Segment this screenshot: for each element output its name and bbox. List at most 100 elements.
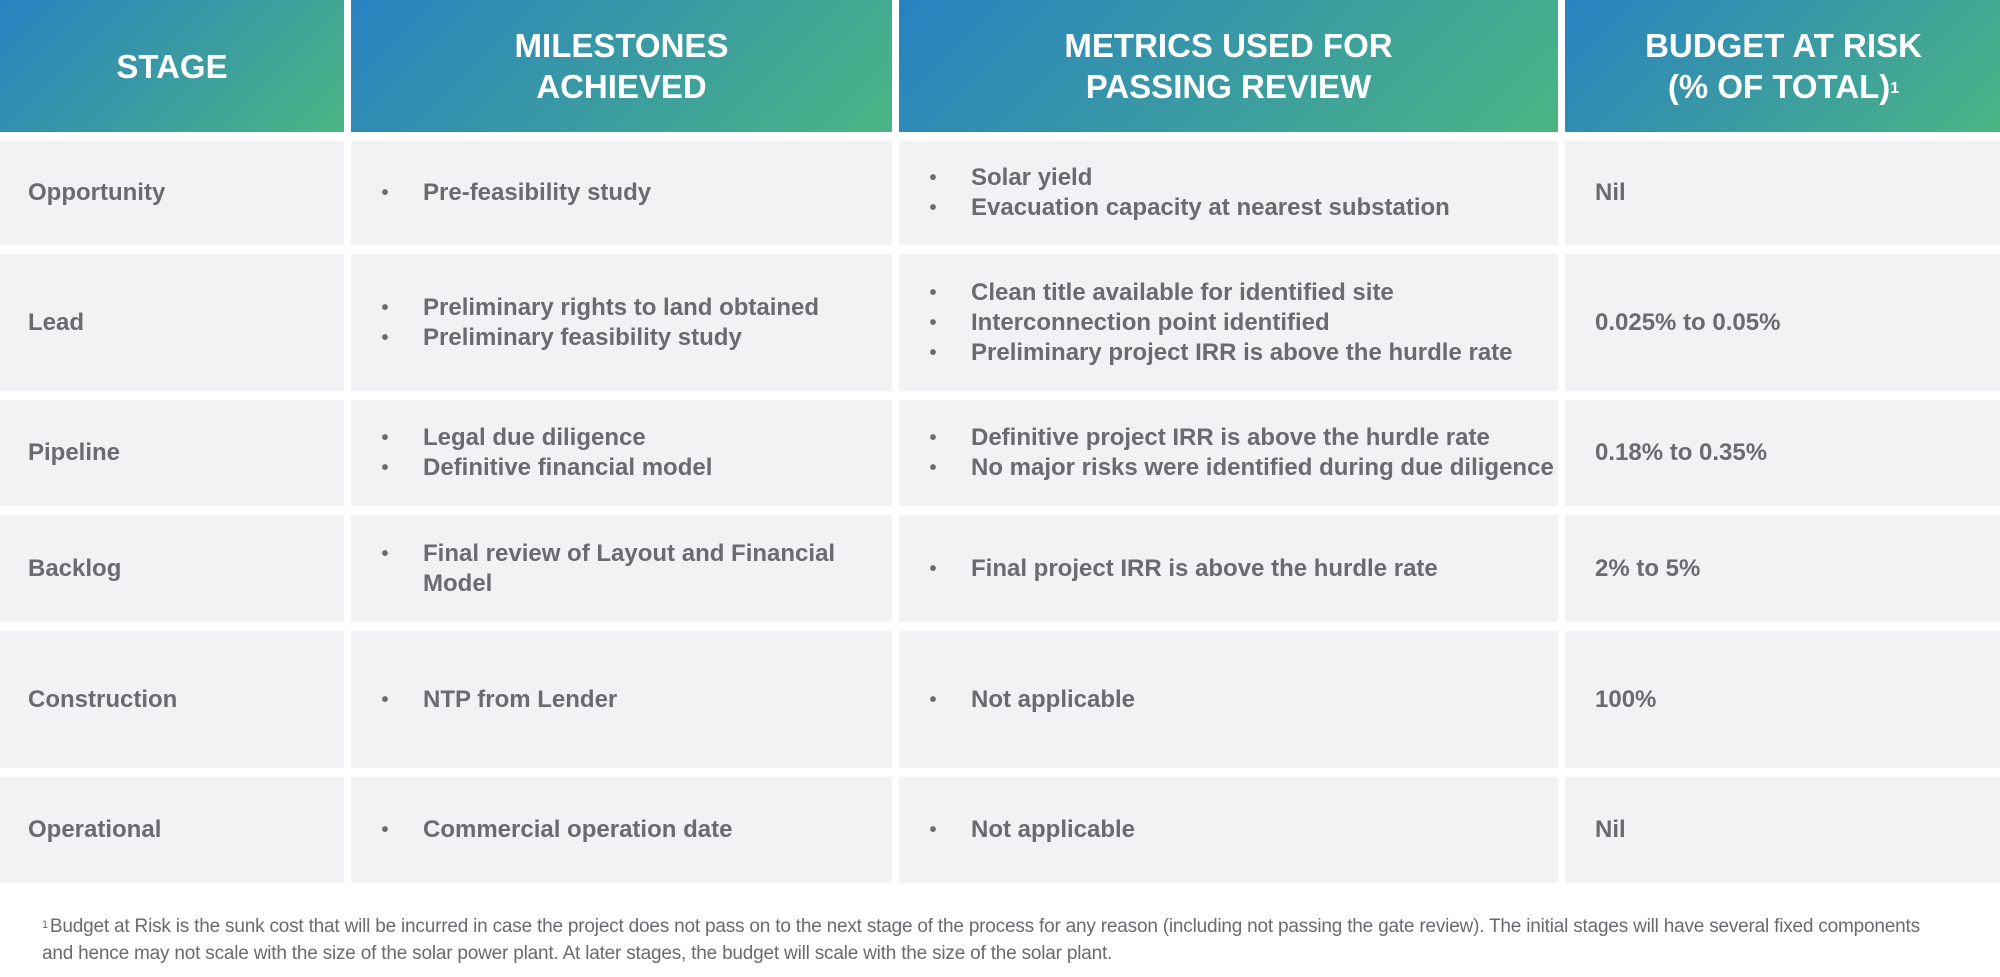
list-item: • Preliminary project IRR is above the hu… xyxy=(927,338,1513,368)
bullet-list: • Preliminary rights to land obtained • Pre… xyxy=(379,293,819,353)
stage-label: Construction xyxy=(28,685,178,713)
list-item-text: No major risks were identified during du… xyxy=(971,454,1554,481)
bullet-list: • Definitive project IRR is above the hur… xyxy=(927,423,1554,483)
metrics-cell: • Not applicable xyxy=(899,631,1558,768)
stage-cell: Construction xyxy=(0,631,344,768)
metrics-cell: • Solar yield • Evacuation capacity at near… xyxy=(899,141,1558,245)
bullet-icon: • xyxy=(381,182,389,204)
list-item: • NTP from Lender xyxy=(379,685,617,715)
stage-cell: Lead xyxy=(0,254,344,391)
list-item: • Legal due diligence xyxy=(379,423,712,453)
stage-label: Lead xyxy=(28,308,85,336)
list-item: • Pre-feasibility study xyxy=(379,178,651,208)
header-milestones-line2: ACHIEVED xyxy=(536,68,707,105)
stage-label: Operational xyxy=(28,816,162,843)
list-item-text: Pre-feasibility study xyxy=(423,179,652,206)
header-budget-line2-wrap: (% OF TOTAL)1 xyxy=(1668,66,1899,107)
list-item-text: NTP from Lender xyxy=(423,685,618,713)
stage-label: Opportunity xyxy=(28,179,166,206)
bullet-icon: • xyxy=(381,427,389,449)
bullet-list: • Pre-feasibility study xyxy=(379,178,651,208)
footnote-marker: 1 xyxy=(42,919,48,931)
list-item: • Clean title available for identified si… xyxy=(927,278,1513,308)
list-item: • Solar yield xyxy=(927,163,1450,193)
list-item-text: Preliminary project IRR is above the hur… xyxy=(971,338,1513,366)
budget-cell: 100% xyxy=(1565,631,2000,768)
bullet-icon: • xyxy=(381,542,389,565)
list-item-text: Not applicable xyxy=(971,685,1136,713)
budget-value: Nil xyxy=(1595,816,1626,843)
bullet-icon: • xyxy=(929,457,937,479)
list-item: • Definitive project IRR is above the hur… xyxy=(927,423,1554,453)
header-budget: BUDGET AT RISK (% OF TOTAL)1 xyxy=(1565,0,2000,132)
budget-cell: Nil xyxy=(1565,777,2000,883)
footnote-text: Budget at Risk is the sunk cost that wil… xyxy=(42,916,1920,964)
bullet-icon: • xyxy=(929,557,937,580)
bullet-icon: • xyxy=(381,457,389,479)
stage-label: Backlog xyxy=(28,554,122,582)
bullet-icon: • xyxy=(929,311,937,334)
milestones-cell: • Commercial operation date xyxy=(351,777,892,883)
milestones-cell: • NTP from Lender xyxy=(351,631,892,768)
metrics-cell: • Not applicable xyxy=(899,777,1558,883)
footnote: 1 Budget at Risk is the sunk cost that wi… xyxy=(42,913,1922,967)
bullet-icon: • xyxy=(929,688,937,711)
metrics-cell: • Clean title available for identified si… xyxy=(899,254,1558,391)
bullet-list: • Commercial operation date xyxy=(379,815,732,845)
list-item-text: Preliminary feasibility study xyxy=(423,323,742,351)
list-item: • Interconnection point identified xyxy=(927,308,1513,338)
bullet-list: • Not applicable xyxy=(927,815,1135,845)
header-metrics: METRICS USED FOR PASSING REVIEW xyxy=(899,0,1558,132)
footnote-marker: 1 xyxy=(1890,80,1900,97)
budget-cell: Nil xyxy=(1565,141,2000,245)
metrics-cell: • Definitive project IRR is above the hur… xyxy=(899,400,1558,506)
header-milestones-line1: MILESTONES xyxy=(514,27,729,64)
header-stage: STAGE xyxy=(0,0,344,132)
bullet-icon: • xyxy=(929,819,937,841)
bullet-icon: • xyxy=(381,819,389,841)
milestones-cell: • Pre-feasibility study xyxy=(351,141,892,245)
header-metrics-line1: METRICS USED FOR xyxy=(1064,27,1393,64)
bullet-list: • Legal due diligence • Definitive financia… xyxy=(379,423,712,483)
bullet-icon: • xyxy=(929,167,937,189)
budget-cell: 0.025% to 0.05% xyxy=(1565,254,2000,391)
bullet-icon: • xyxy=(381,326,389,349)
milestones-cell: • Final review of Layout and Financial Mo… xyxy=(351,515,892,622)
bullet-list: • Final project IRR is above the hurdle r… xyxy=(927,554,1438,584)
bullet-list: • NTP from Lender xyxy=(379,685,617,715)
budget-cell: 2% to 5% xyxy=(1565,515,2000,622)
list-item: • Definitive financial model xyxy=(379,453,712,483)
header-milestones: MILESTONES ACHIEVED xyxy=(351,0,892,132)
list-item-text: Definitive financial model xyxy=(423,454,713,481)
list-item: • Preliminary rights to land obtained xyxy=(379,293,819,323)
budget-value: 2% to 5% xyxy=(1595,554,1701,582)
milestones-cell: • Legal due diligence • Definitive financia… xyxy=(351,400,892,506)
list-item: • Not applicable xyxy=(927,815,1135,845)
header-budget-line2: (% OF TOTAL) xyxy=(1667,68,1891,105)
bullet-icon: • xyxy=(929,197,937,219)
list-item: • Not applicable xyxy=(927,685,1135,715)
header-metrics-line2: PASSING REVIEW xyxy=(1085,68,1372,105)
budget-value: 0.18% to 0.35% xyxy=(1595,439,1768,466)
bullet-list: • Not applicable xyxy=(927,685,1135,715)
list-item-text: Commercial operation date xyxy=(423,816,733,843)
stage-gate-table: STAGE MILESTONES ACHIEVED METRICS USED F… xyxy=(0,0,2000,883)
list-item-text: Final review of Layout and Financial Mod… xyxy=(423,539,836,597)
list-item: • No major risks were identified during d… xyxy=(927,453,1554,483)
list-item-text: Definitive project IRR is above the hurd… xyxy=(971,424,1490,451)
bullet-icon: • xyxy=(929,427,937,449)
budget-value: 100% xyxy=(1595,685,1657,713)
list-item-text: Interconnection point identified xyxy=(971,308,1330,336)
list-item-text: Preliminary rights to land obtained xyxy=(423,293,820,321)
list-item: • Final review of Layout and Financial Mo… xyxy=(379,539,853,599)
list-item-text: Evacuation capacity at nearest substatio… xyxy=(971,194,1450,221)
list-item-text: Solar yield xyxy=(971,164,1093,191)
stage-label: Pipeline xyxy=(28,439,121,466)
bullet-list: • Final review of Layout and Financial Mo… xyxy=(379,539,853,599)
list-item-text: Clean title available for identified sit… xyxy=(971,278,1394,306)
header-budget-line1: BUDGET AT RISK xyxy=(1645,27,1922,64)
bullet-icon: • xyxy=(929,341,937,364)
bullet-icon: • xyxy=(381,688,389,711)
budget-cell: 0.18% to 0.35% xyxy=(1565,400,2000,506)
list-item-text: Final project IRR is above the hurdle ra… xyxy=(971,554,1438,582)
